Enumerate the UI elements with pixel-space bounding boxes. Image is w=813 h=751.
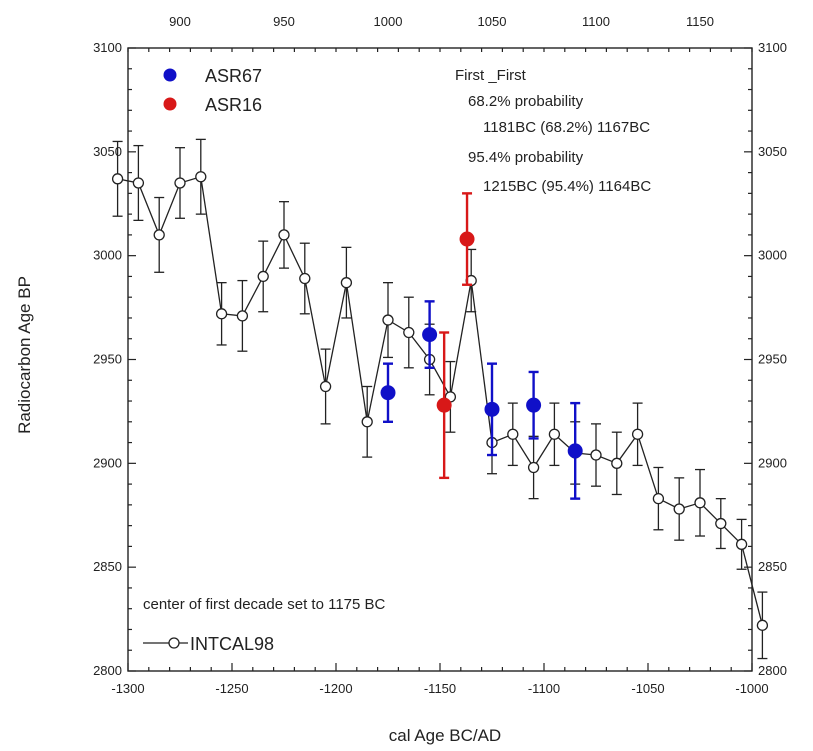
y-axis-title: Radiocarbon Age BP [15,276,34,434]
intcal98-point [735,538,748,550]
top-tick-label: 1150 [686,14,714,29]
intcal98-point [652,492,665,505]
x-tick-label: -1300 [111,681,144,696]
y-right-tick-label: 3100 [758,40,787,55]
y-tick-label: 2850 [93,559,122,574]
legend-marker-asr67 [163,68,177,82]
y-tick-label: 3100 [93,40,122,55]
intcal-legend-marker [168,637,180,649]
series-intcal98 [111,138,769,660]
decade-note: center of first decade set to 1175 BC [143,596,386,613]
right-axis: 2800 2850 2900 2950 3000 3050 3100 [744,40,787,678]
x-tick-label: -1200 [319,681,352,696]
intcal98-point [236,310,249,322]
y-tick-label: 3050 [93,144,122,159]
intcal98-point [631,428,644,440]
plot-border [127,47,753,672]
y-right-tick-label: 3050 [758,144,787,159]
intcal98-point [527,461,540,474]
asr16-point [459,231,475,247]
intcal98-point [319,380,332,393]
y-tick-label: 2900 [93,455,122,470]
legend-marker-asr16 [163,97,177,111]
intcal98-point [278,229,290,241]
x-tick-label: -1000 [735,681,768,696]
legend: ASR67 ASR16 [163,66,262,115]
intcal98-point [715,517,727,530]
intcal-legend-label: INTCAL98 [190,634,274,654]
top-tick-label: 900 [169,14,191,29]
asr67-point [567,443,583,459]
x-tick-label: -1050 [631,681,664,696]
x-tick-label: -1100 [528,681,560,696]
intcal98-point [756,619,769,631]
intcal98-point [590,449,602,461]
plot-frame [127,47,753,672]
asr16-point [436,397,452,413]
asr67-point [422,327,438,343]
intcal98-point [174,177,186,189]
series-asr16 [436,192,475,480]
top-tick-label: 950 [273,14,295,29]
annotation-line-3: 1181BC (68.2%) 1167BC [483,119,650,136]
left-axis: 2800 2850 2900 2950 3000 3050 3100 [93,40,136,678]
intcal98-point [673,503,685,515]
intcal98-point [111,173,124,185]
bottom-axis: -1300 -1250 -1200 -1150 -1100 -1050 -1000 [111,663,769,696]
y-right-tick-label: 3000 [758,248,787,263]
series-asr67 [380,300,583,500]
y-right-tick-label: 2950 [758,352,787,367]
intcal98-point [382,314,394,326]
y-tick-label: 2950 [93,352,122,367]
intcal98-point [507,428,519,440]
x-axis-title: cal Age BC/AD [389,726,501,745]
asr67-point [380,385,396,401]
intcal98-point [257,270,269,283]
intcal98-point [548,428,561,440]
asr67-point [484,401,500,417]
annotation-line-4: 95.4% probability [468,149,584,166]
annotation-line-2: 68.2% probability [468,93,584,110]
top-axis: 900 950 1000 1050 1100 1150 [127,14,753,52]
intcal98-point [403,326,415,339]
intcal98-point [361,416,373,428]
y-right-tick-label: 2850 [758,559,787,574]
x-tick-label: -1150 [424,681,456,696]
x-tick-label: -1250 [215,681,248,696]
y-tick-label: 3000 [93,248,122,263]
asr67-point [526,397,542,413]
intcal98-point [611,457,623,469]
series-layer [111,138,769,660]
y-right-tick-label: 2800 [758,663,787,678]
y-tick-label: 2800 [93,663,122,678]
y-right-tick-label: 2900 [758,455,787,470]
intcal98-point [215,308,228,320]
intcal98-point [299,272,311,285]
top-tick-label: 1100 [582,14,610,29]
intcal98-point [340,277,353,289]
intcal98-point [195,171,207,183]
annotation-line-1: First _First [455,67,527,84]
probability-annotation: First _First 68.2% probability 1181BC (6… [455,67,651,195]
intcal-legend: INTCAL98 [143,634,274,654]
annotation-line-5: 1215BC (95.4%) 1164BC [483,178,651,195]
intcal98-point [694,497,706,509]
intcal98-point [153,229,165,241]
legend-label-asr16: ASR16 [205,95,262,115]
legend-label-asr67: ASR67 [205,66,262,86]
top-tick-label: 1050 [478,14,507,29]
top-tick-label: 1000 [374,14,403,29]
intcal98-point [132,177,145,189]
